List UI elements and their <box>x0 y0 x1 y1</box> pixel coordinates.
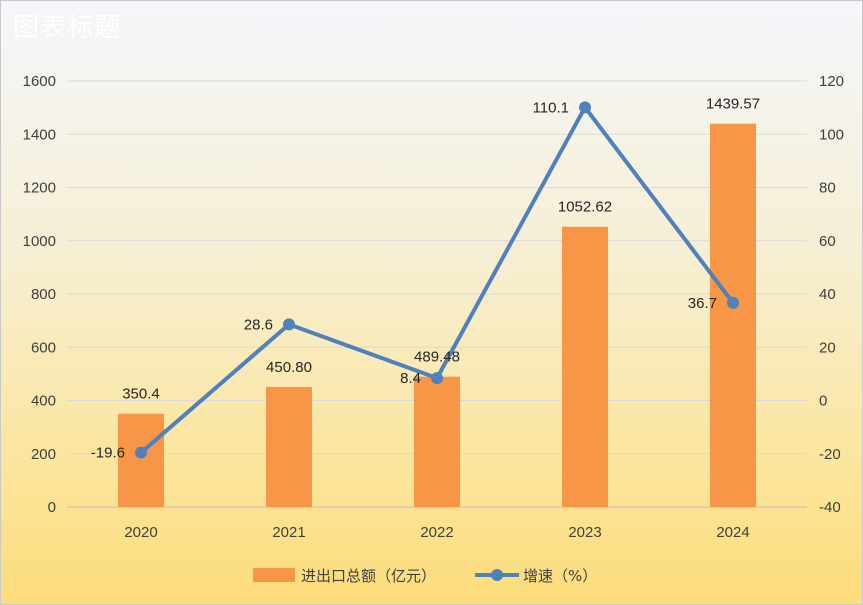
bar-data-label: 350.4 <box>122 386 160 403</box>
y-right-tick-label: 80 <box>819 180 836 197</box>
line-data-label: 8.4 <box>400 370 421 387</box>
x-tick-label: 2022 <box>420 524 453 541</box>
bar-data-label: 1052.62 <box>558 199 612 216</box>
x-tick-label: 2024 <box>716 524 749 541</box>
y-right-tick-label: -20 <box>819 446 841 463</box>
line-point-marker <box>431 372 443 385</box>
bar-data-label: 1439.57 <box>706 96 760 113</box>
y-left-tick-label: 1400 <box>23 126 56 143</box>
line-point-marker <box>283 318 295 331</box>
bar <box>710 123 756 508</box>
line-data-label: 36.7 <box>688 295 717 312</box>
y-left-tick-label: 600 <box>31 339 56 356</box>
y-left-tick-label: 200 <box>31 446 56 463</box>
line-data-label: 110.1 <box>533 99 569 116</box>
bar <box>266 386 312 507</box>
x-tick-label: 2023 <box>568 524 601 541</box>
y-left-tick-label: 0 <box>48 499 56 516</box>
bar <box>414 376 460 507</box>
y-left-tick-label: 400 <box>31 393 56 410</box>
y-left-tick-label: 1200 <box>23 180 56 197</box>
bar <box>118 413 164 507</box>
y-right-tick-label: 0 <box>819 393 827 410</box>
line-data-label: 28.6 <box>244 316 273 333</box>
y-right-tick-label: 120 <box>819 73 844 90</box>
line-point-marker <box>135 446 147 459</box>
line-point-marker <box>579 101 591 114</box>
y-left-tick-label: 800 <box>31 286 56 303</box>
y-left-tick-label: 1000 <box>23 233 56 250</box>
line-data-label: -19.6 <box>91 445 125 462</box>
y-right-tick-label: 40 <box>819 286 836 303</box>
y-left-tick-label: 1600 <box>23 73 56 90</box>
y-right-tick-label: 60 <box>819 233 836 250</box>
y-right-tick-label: -40 <box>819 499 841 516</box>
y-right-tick-label: 20 <box>819 339 836 356</box>
legend-line-label: 增速（%） <box>523 567 597 585</box>
bar <box>562 226 608 507</box>
x-tick-label: 2020 <box>124 524 157 541</box>
legend-line-marker <box>491 569 503 581</box>
legend-bar-label: 进出口总额（亿元） <box>301 567 436 585</box>
y-right-tick-label: 100 <box>819 126 844 143</box>
line-point-marker <box>727 296 739 309</box>
legend-bar-swatch <box>253 568 295 582</box>
x-tick-label: 2021 <box>272 524 305 541</box>
chart-title: 图表标题 <box>13 12 122 42</box>
bar-data-label: 489.48 <box>414 349 460 366</box>
bar-data-label: 450.80 <box>266 359 312 376</box>
